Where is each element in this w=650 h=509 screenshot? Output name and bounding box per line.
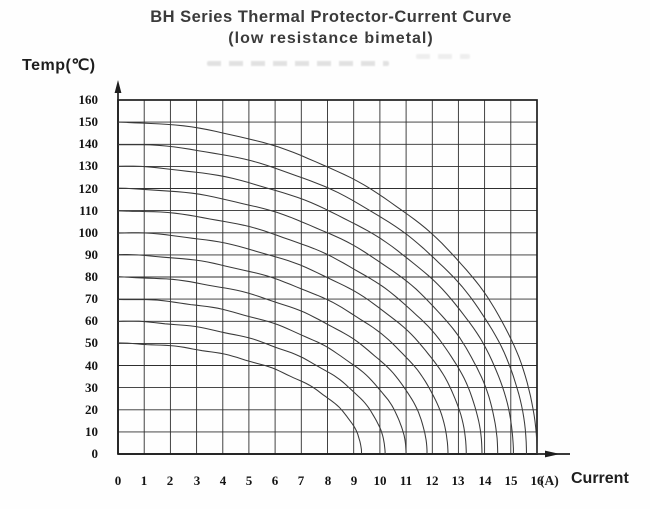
y-tick-label: 20 xyxy=(85,402,98,417)
y-tick-label: 50 xyxy=(85,335,98,350)
series-curve xyxy=(117,342,363,454)
x-tick-label: 2 xyxy=(166,473,174,488)
series-curve xyxy=(118,144,528,455)
chart-title-block: BH Series Thermal Protector-Current Curv… xyxy=(0,7,650,49)
series-curve xyxy=(117,298,407,455)
chart-subtitle: (low resistance bimetal) xyxy=(228,30,434,47)
x-tick-label: 7 xyxy=(297,473,305,488)
x-tick-label: 14 xyxy=(478,473,492,488)
y-tick-label: 140 xyxy=(78,136,99,151)
series-curve xyxy=(117,253,449,454)
series-curve xyxy=(117,232,467,455)
y-tick-label: 120 xyxy=(78,181,99,196)
series-curve xyxy=(117,210,483,455)
y-tick-label: 70 xyxy=(85,291,98,306)
series-curve xyxy=(117,121,538,455)
x-tick-label: 6 xyxy=(271,473,279,488)
x-tick-label: 16 xyxy=(530,473,544,488)
y-tick-label: 100 xyxy=(78,225,99,240)
y-tick-label: 110 xyxy=(79,203,98,218)
x-axis-arrow-icon xyxy=(545,450,560,458)
x-tick-label: 5 xyxy=(245,473,253,488)
y-tick-label: 90 xyxy=(85,247,98,262)
x-tick-label: 4 xyxy=(219,473,227,488)
series-curve xyxy=(117,165,514,454)
x-tick-label: 15 xyxy=(504,473,518,488)
y-axis-arrow-icon xyxy=(114,80,122,93)
y-tick-label: 60 xyxy=(85,313,98,328)
x-tick-label: 10 xyxy=(373,473,387,488)
y-tick-label: 40 xyxy=(85,358,98,373)
y-tick-label: 130 xyxy=(78,158,99,173)
scan-watermark-smudge xyxy=(416,54,470,59)
x-axis-unit: (A) xyxy=(540,473,559,488)
x-tick-label: 11 xyxy=(399,473,413,488)
x-axis-title: Current xyxy=(571,470,629,487)
x-tick-label: 9 xyxy=(350,473,358,488)
series-curve xyxy=(117,320,386,455)
y-tick-label: 0 xyxy=(91,446,99,461)
x-tick-label: 3 xyxy=(193,473,201,488)
series-curve xyxy=(117,187,499,454)
x-tick-label: 1 xyxy=(140,473,148,488)
y-tick-label: 10 xyxy=(85,424,98,439)
x-tick-label: 8 xyxy=(324,473,332,488)
x-tick-label: 0 xyxy=(114,473,122,488)
y-tick-label: 80 xyxy=(85,269,98,284)
y-tick-label: 150 xyxy=(78,114,99,129)
x-tick-label: 13 xyxy=(451,473,465,488)
series-curve xyxy=(117,276,428,454)
scan-watermark-smudge xyxy=(207,61,389,66)
chart-title: BH Series Thermal Protector-Current Curv… xyxy=(150,8,512,26)
y-axis-title: Temp(℃) xyxy=(22,57,96,74)
y-tick-label: 160 xyxy=(78,92,99,107)
x-tick-label: 12 xyxy=(425,473,439,488)
y-tick-label: 30 xyxy=(85,380,98,395)
